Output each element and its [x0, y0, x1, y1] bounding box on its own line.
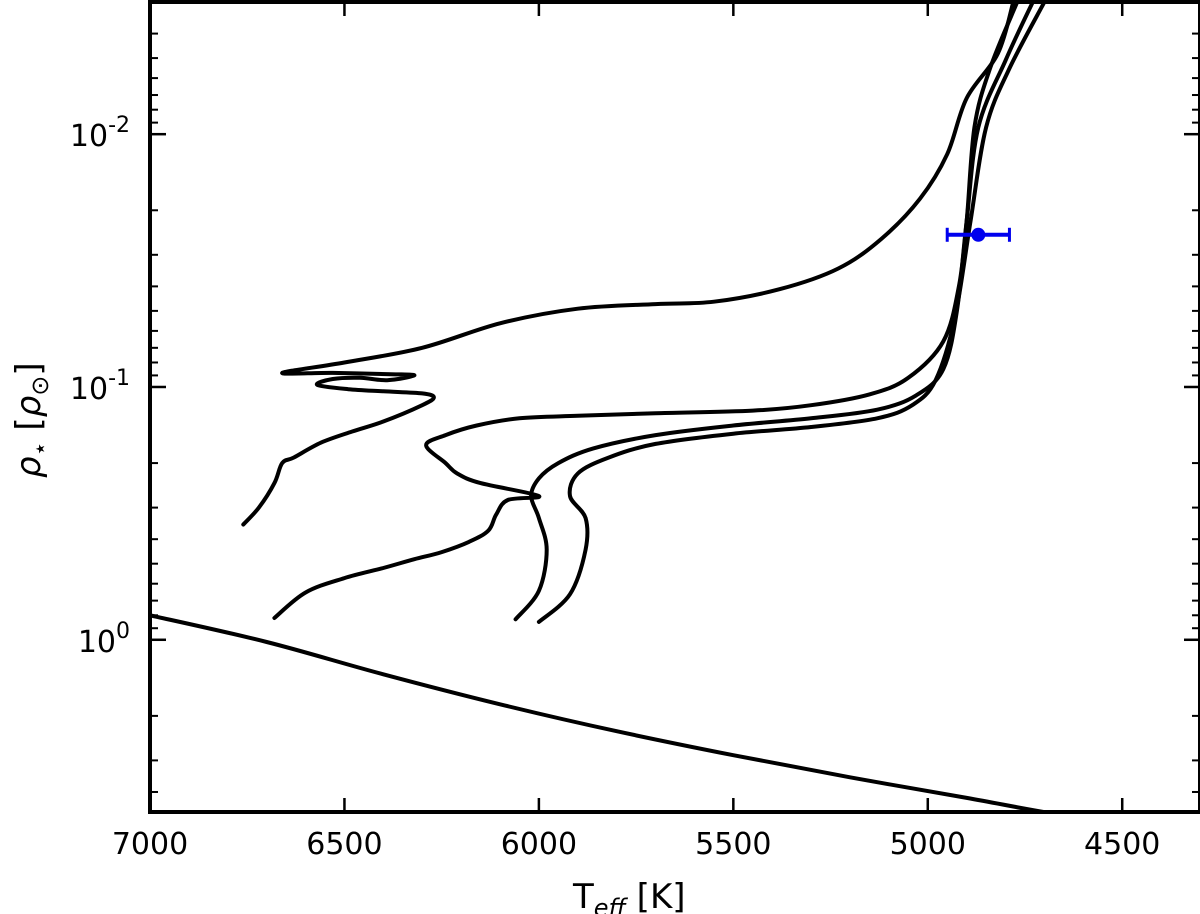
series-line-4 [513, 2, 1035, 622]
y-tick-label: 10-2 [70, 113, 130, 154]
x-axis-ticks: 7000 6500 6000 5500 5000 4500 [112, 2, 1160, 862]
isochrone-curves [150, 2, 1056, 812]
x-axis-title-sub: eff [594, 894, 629, 914]
series-line-2 [241, 2, 1016, 527]
y-axis-title: ρ⋆ [ρ⊙] [9, 362, 54, 478]
series-line-3 [272, 2, 1020, 620]
y-axis-ticks: 10-2 10-1 100 [70, 1, 1200, 793]
plot-frame [148, 0, 1200, 814]
y-axis-title-main: ρ [9, 456, 49, 478]
x-axis-title-unit: [K] [626, 877, 686, 914]
x-tick-label: 6000 [501, 827, 577, 862]
y-tick-label: 10-1 [70, 366, 130, 407]
x-tick-label: 7000 [112, 827, 188, 862]
x-axis-title-main: T [572, 877, 594, 914]
y-axis-title-unit: ρ [9, 395, 49, 417]
x-tick-label: 5000 [890, 827, 966, 862]
data-point [971, 227, 986, 242]
series-line-5 [536, 2, 1047, 624]
y-axis-title-sub: ⋆ [26, 441, 54, 456]
x-tick-label: 4500 [1084, 827, 1160, 862]
y-axis-title-bracket-left: [ [9, 417, 49, 441]
x-tick-label: 6500 [306, 827, 382, 862]
y-axis-title-bracket-right: ] [9, 362, 49, 375]
series-line-1 [150, 613, 1056, 812]
y-tick-label: 100 [78, 619, 130, 660]
y-axis-title-unit-sub: ⊙ [26, 376, 54, 396]
x-tick-label: 5500 [695, 827, 771, 862]
x-axis-title: Teff [K] [572, 877, 686, 914]
measurement-point [945, 227, 1011, 242]
